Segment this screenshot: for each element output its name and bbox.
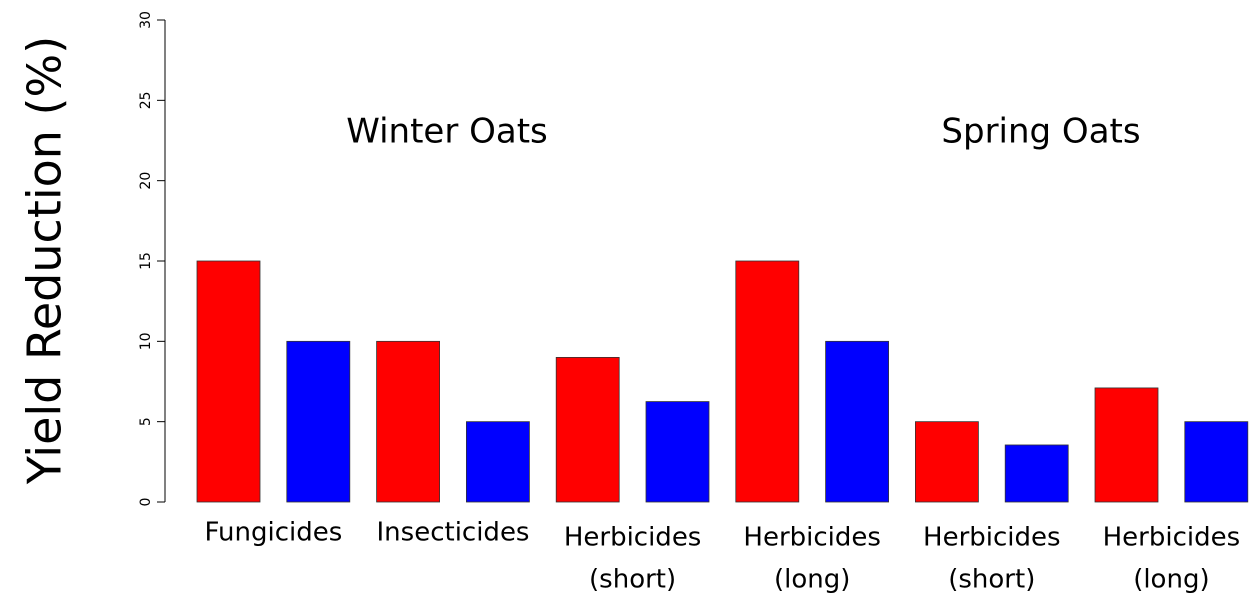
bar	[1094, 387, 1159, 503]
y-tick-label: 5	[138, 417, 154, 426]
x-tick-label: Herbicides	[923, 523, 1061, 553]
bar	[286, 340, 351, 503]
bar	[376, 340, 441, 503]
bar	[915, 421, 979, 503]
x-tick-label: Fungicides	[205, 518, 343, 548]
bar	[196, 260, 261, 503]
x-tick-label: Insecticides	[377, 518, 530, 548]
x-tick-label: (long)	[774, 565, 850, 595]
y-tick-label: 20	[138, 172, 154, 190]
group-label: Spring Oats	[941, 112, 1140, 152]
bar	[1004, 444, 1069, 503]
x-tick-label: Herbicides	[743, 523, 881, 553]
x-tick-label: Herbicides	[1103, 523, 1241, 553]
y-tick-label: 10	[138, 332, 154, 350]
x-tick-label: (short)	[589, 565, 676, 595]
bar	[645, 401, 710, 503]
x-tick-label: (long)	[1133, 565, 1209, 595]
x-tick-label: Herbicides	[564, 523, 702, 553]
bar	[825, 340, 889, 503]
y-tick-label: 30	[138, 11, 154, 29]
y-tick-label: 0	[138, 498, 154, 507]
y-tick-label: 15	[138, 252, 154, 270]
group-label: Winter Oats	[346, 112, 548, 152]
bar	[1184, 421, 1249, 503]
y-tick-label: 25	[138, 91, 154, 109]
bar	[465, 421, 530, 503]
y-axis-label: Yield Reduction (%)	[18, 36, 72, 485]
bar	[735, 260, 800, 503]
bar	[555, 356, 620, 503]
x-tick-label: (short)	[948, 565, 1035, 595]
